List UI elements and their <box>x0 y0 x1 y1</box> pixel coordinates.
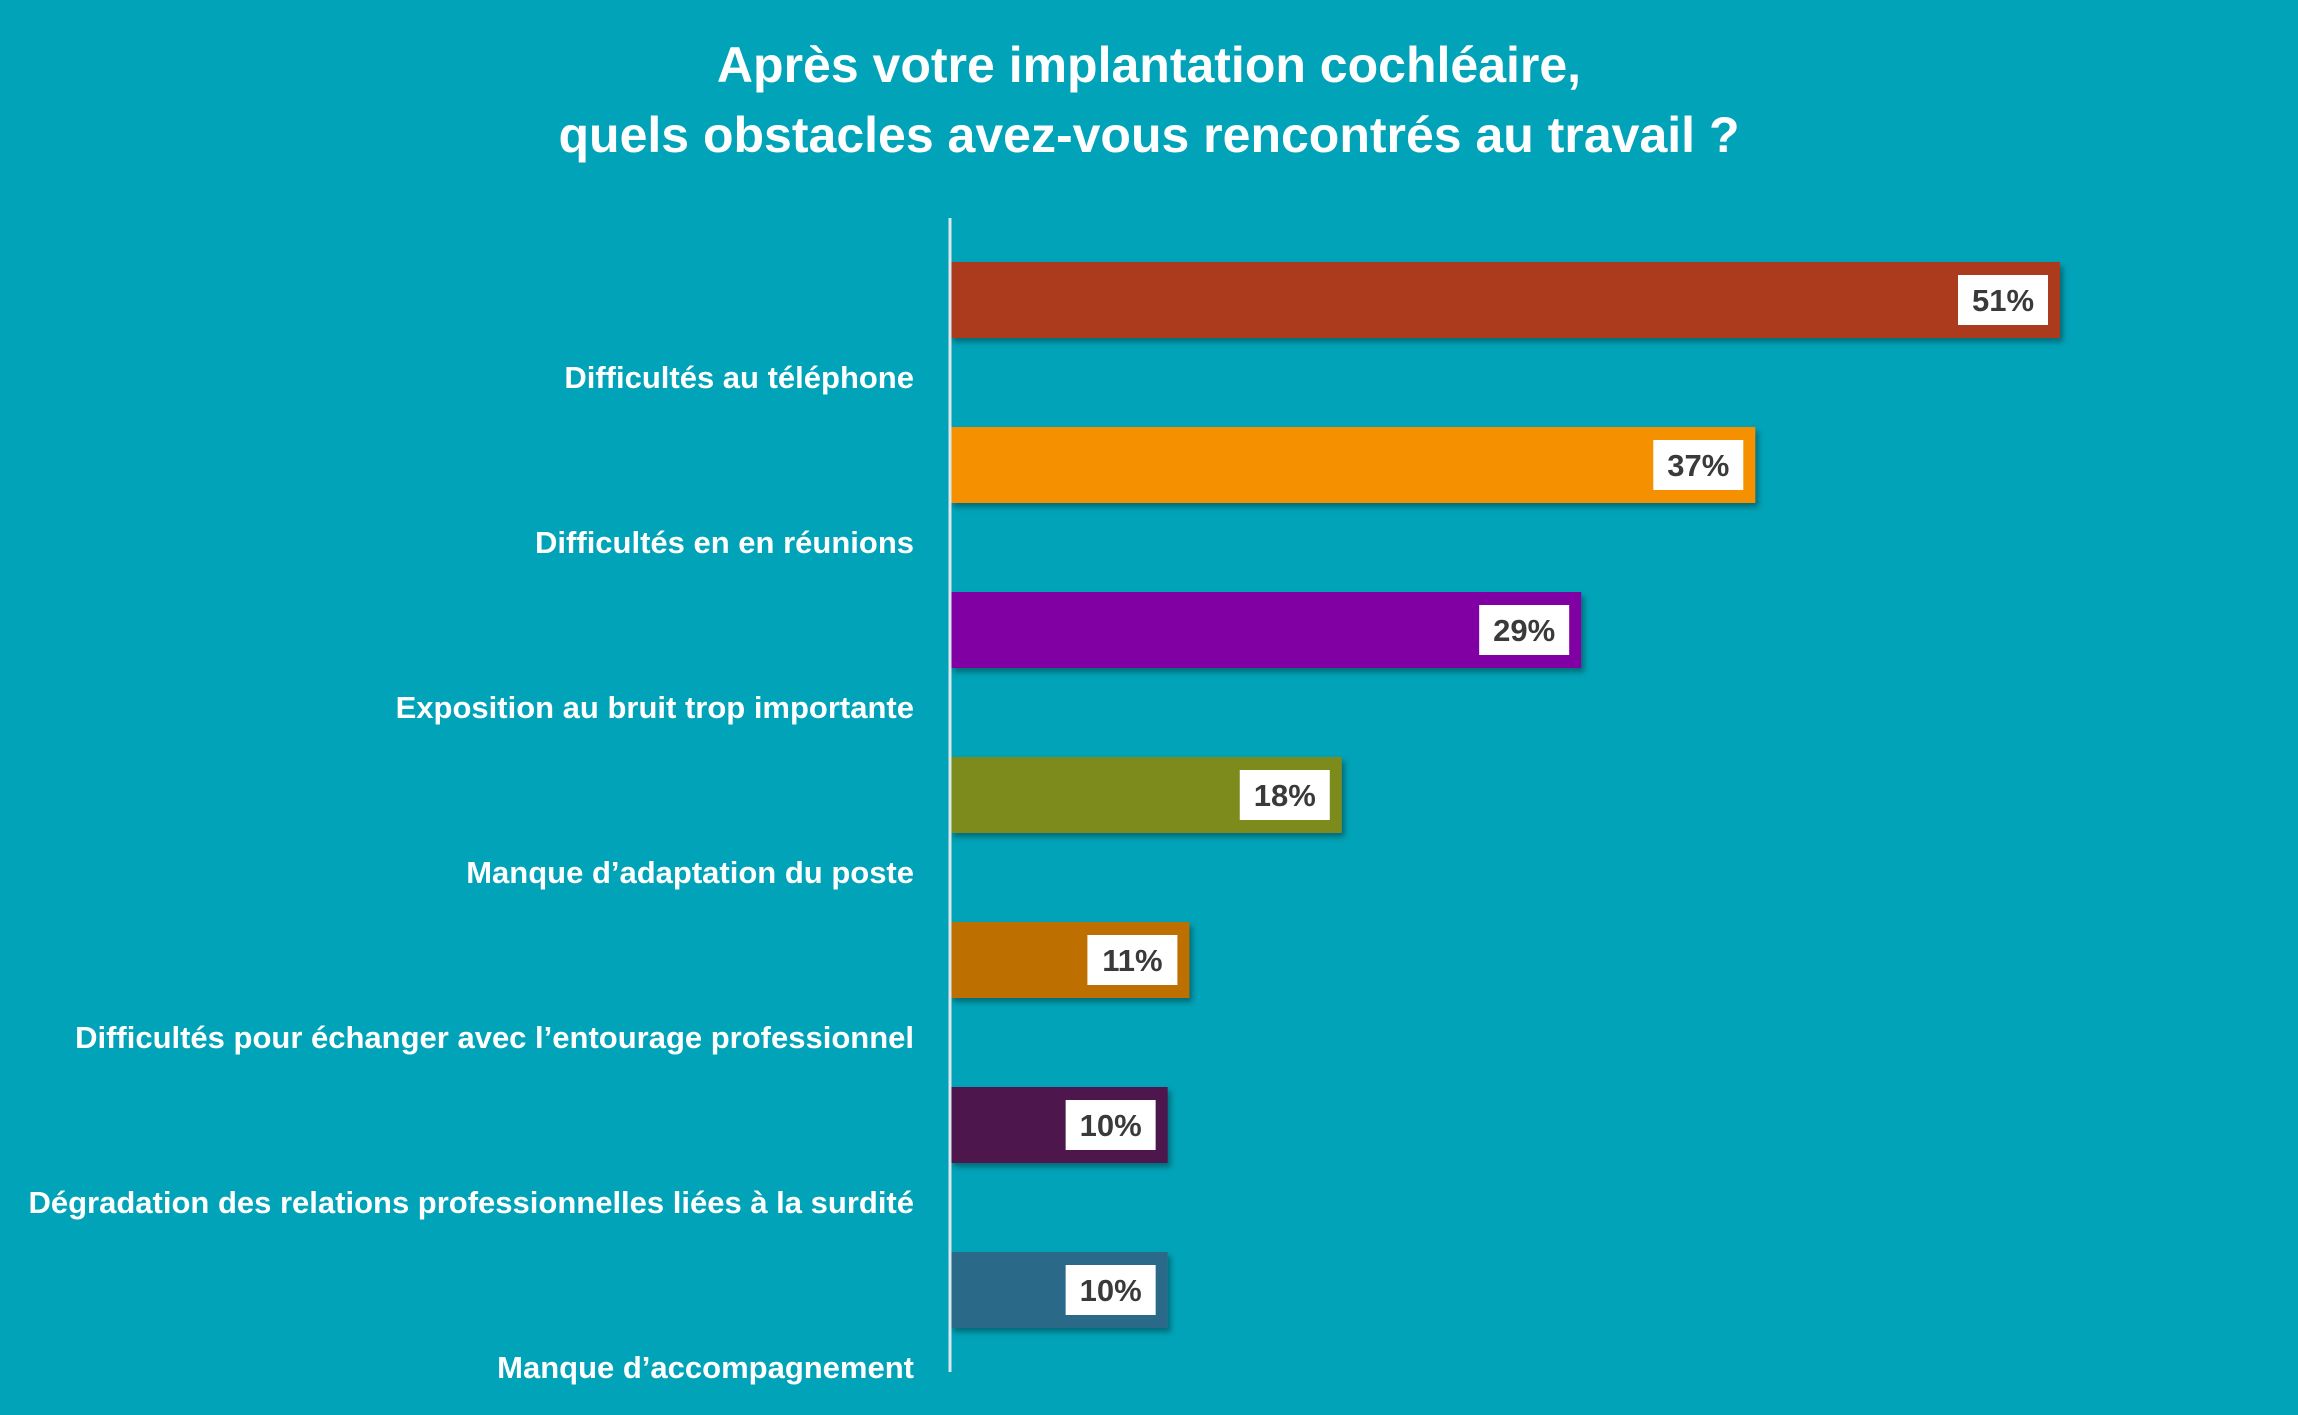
chart-title-line-1: Après votre implantation cochléaire, <box>716 37 1582 93</box>
data-label-box-5 <box>1087 935 1178 985</box>
data-label-4: 18% <box>1254 778 1316 813</box>
chart-title-line-2: quels obstacles avez-vous rencontrés au … <box>558 107 1740 163</box>
data-label-box-7 <box>1065 1265 1156 1315</box>
data-label-3: 29% <box>1493 613 1555 648</box>
data-label-box-4 <box>1239 770 1330 820</box>
bar-1 <box>950 262 2060 338</box>
data-label-1: 51% <box>1972 283 2034 318</box>
data-label-7: 10% <box>1080 1273 1142 1308</box>
category-label-6: Dégradation des relations professionnell… <box>28 1185 914 1220</box>
data-label-2: 37% <box>1667 448 1729 483</box>
data-label-6: 10% <box>1080 1108 1142 1143</box>
category-label-3: Exposition au bruit trop importante <box>396 690 914 725</box>
category-label-4: Manque d’adaptation du poste <box>466 855 914 890</box>
data-label-box-3 <box>1479 605 1570 655</box>
data-label-box-2 <box>1653 440 1744 490</box>
data-label-box-6 <box>1065 1100 1156 1150</box>
category-label-1: Difficultés au téléphone <box>564 360 914 395</box>
category-label-7: Manque d’accompagnement <box>497 1350 914 1385</box>
data-label-5: 11% <box>1102 943 1162 978</box>
bar-3 <box>950 592 1582 668</box>
category-label-5: Difficultés pour échanger avec l’entoura… <box>75 1020 914 1055</box>
data-label-box-1 <box>1958 275 2048 325</box>
bar-2 <box>950 427 1756 503</box>
category-label-2: Difficultés en en réunions <box>535 525 914 560</box>
chart-title: Après votre implantation cochléaire, que… <box>0 30 2298 170</box>
